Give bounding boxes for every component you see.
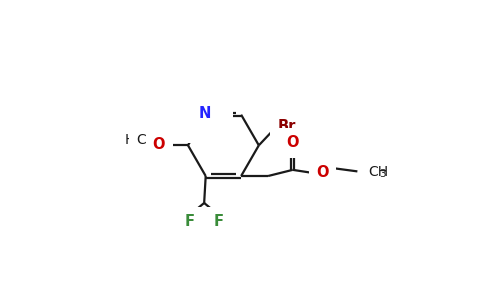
Text: CH: CH — [368, 165, 388, 179]
Text: F: F — [214, 214, 224, 229]
Text: Br: Br — [277, 118, 296, 134]
Text: O: O — [152, 137, 165, 152]
Text: C: C — [136, 133, 146, 147]
Text: O: O — [317, 165, 329, 180]
Text: N: N — [199, 106, 211, 122]
Text: O: O — [287, 135, 299, 150]
Text: H: H — [124, 133, 135, 147]
Text: F: F — [184, 214, 195, 229]
Text: 3: 3 — [132, 138, 139, 148]
Text: 3: 3 — [379, 169, 386, 179]
